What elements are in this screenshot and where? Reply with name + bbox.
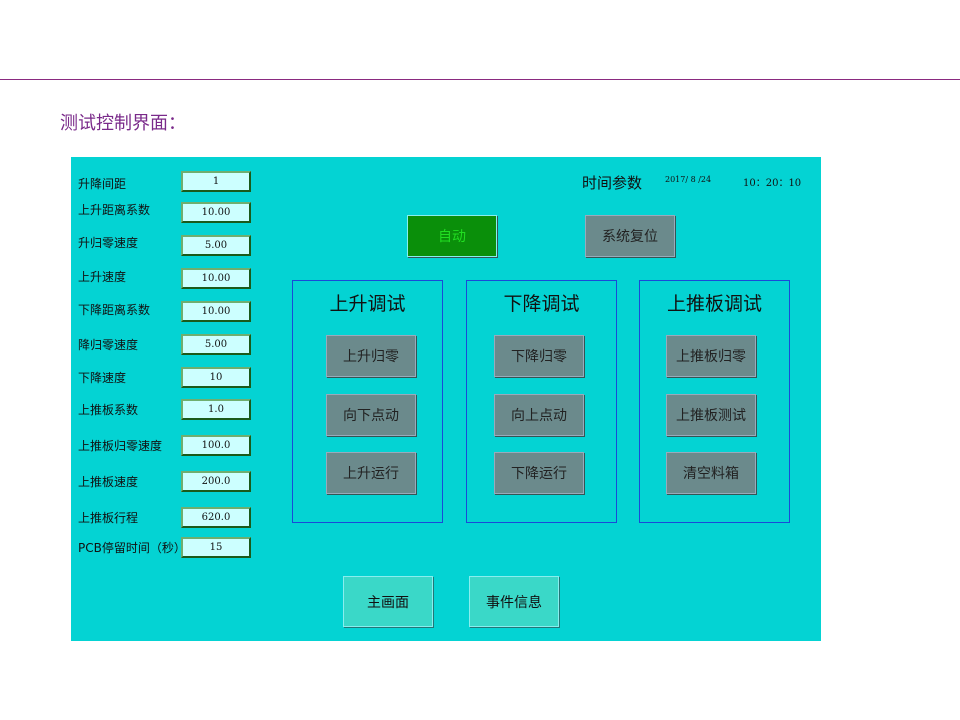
debug-button[interactable]: 上推板测试 [666,394,756,436]
debug-button[interactable]: 上升归零 [326,335,416,377]
group-title: 上升调试 [329,293,406,315]
param-label: 上升速度 [78,270,127,284]
param-input[interactable]: 100.0 [181,435,251,456]
param-input[interactable]: 10.00 [181,202,251,223]
debug-group: 上升调试上升归零向下点动上升运行 [292,280,443,523]
param-input[interactable]: 1 [181,171,251,192]
clock-display: 10：20：10 [743,178,802,189]
debug-button[interactable]: 下降运行 [494,452,584,494]
param-label: 升归零速度 [78,236,139,250]
time-label: 时间参数 [582,174,643,192]
param-input[interactable]: 10.00 [181,268,251,289]
date-display: 2017/ 8 /24 [665,175,712,184]
debug-button[interactable]: 下降归零 [494,335,584,377]
param-input[interactable]: 1.0 [181,399,251,420]
param-label: PCB停留时间（秒） [78,541,186,555]
debug-group: 下降调试下降归零向上点动下降运行 [466,280,617,523]
debug-button[interactable]: 上推板归零 [666,335,756,377]
param-input[interactable]: 200.0 [181,471,251,492]
group-title: 下降调试 [503,293,580,315]
param-input[interactable]: 5.00 [181,334,251,355]
param-input[interactable]: 620.0 [181,507,251,528]
param-label: 上推板归零速度 [78,439,163,453]
system-reset-button[interactable]: 系统复位 [585,215,675,257]
group-title: 上推板调试 [666,293,762,315]
page-title: 测试控制界面： [60,113,186,134]
param-input[interactable]: 10.00 [181,301,251,322]
event-info-button[interactable]: 事件信息 [469,576,559,627]
param-label: 下降速度 [78,371,127,385]
debug-group: 上推板调试上推板归零上推板测试清空料箱 [639,280,790,523]
param-label: 上推板行程 [78,511,139,525]
param-input[interactable]: 10 [181,367,251,388]
param-input[interactable]: 5.00 [181,235,251,256]
header-divider [0,79,960,80]
param-input[interactable]: 15 [181,537,251,558]
param-label: 上推板速度 [78,475,139,489]
main-screen-button[interactable]: 主画面 [343,576,433,627]
auto-button[interactable]: 自动 [407,215,497,257]
param-label: 升降间距 [78,177,127,191]
debug-button[interactable]: 向上点动 [494,394,584,436]
param-label: 上升距离系数 [78,203,151,217]
debug-button[interactable]: 向下点动 [326,394,416,436]
debug-button[interactable]: 清空料箱 [666,452,756,494]
debug-button[interactable]: 上升运行 [326,452,416,494]
param-label: 下降距离系数 [78,303,151,317]
param-label: 降归零速度 [78,338,139,352]
hmi-panel: 升降间距 1 上升距离系数 10.00 升归零速度 5.00 上升速度 10.00 下降距离系数… [71,157,821,641]
param-label: 上推板系数 [78,403,139,417]
